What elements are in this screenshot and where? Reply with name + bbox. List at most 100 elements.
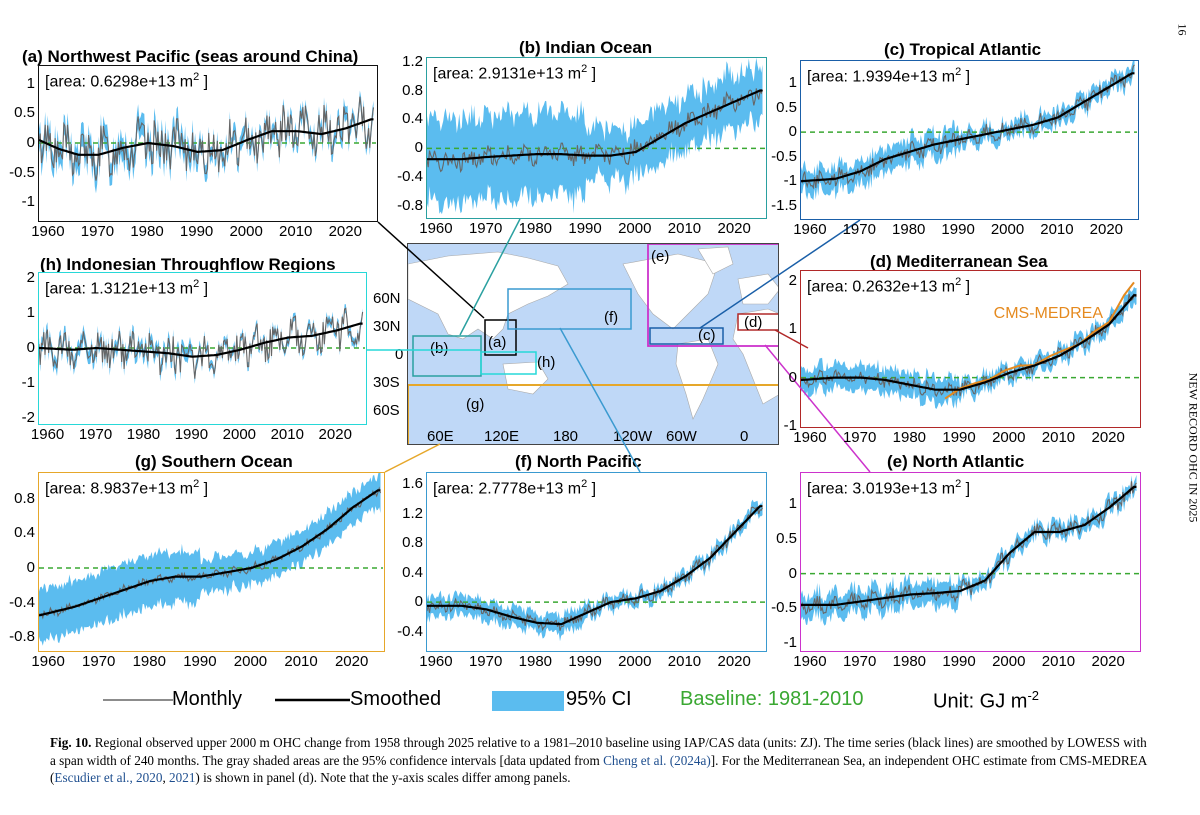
chart-h-ytick: 0 xyxy=(26,339,35,356)
chart-b-ytick: -0.4 xyxy=(397,168,423,186)
chart-h-ytick: 1 xyxy=(26,304,35,322)
chart-b-xtick: 1970 xyxy=(468,220,503,237)
chart-b-ytick: 1.2 xyxy=(402,52,423,70)
chart-c-xtick: 1990 xyxy=(941,221,975,238)
north-america-landmass xyxy=(622,253,719,330)
chart-c-ytick: -1 xyxy=(783,172,797,190)
chart-e-ytick: 1 xyxy=(788,495,797,513)
map-label-a: (a) xyxy=(488,334,507,351)
chart-c-xtick: 1970 xyxy=(842,221,876,238)
chart-h-xtick: 1990 xyxy=(174,426,209,443)
chart-g-xtick: 1990 xyxy=(183,653,217,670)
chart-a-ytick: 1 xyxy=(26,74,35,92)
citation-link[interactable]: Cheng et al. (2024a) xyxy=(603,752,711,768)
chart-d-ytick: -1 xyxy=(783,417,797,434)
map-label-f: (f) xyxy=(604,309,619,326)
map-label-e: (e) xyxy=(651,248,670,265)
chart-e-xtick: 2020 xyxy=(1091,653,1125,670)
panel-a-title: (a) Northwest Pacific (seas around China… xyxy=(22,47,359,66)
map-label-g: (g) xyxy=(466,396,485,413)
chart-a-xtick: 2020 xyxy=(328,223,362,240)
connector-g xyxy=(384,443,441,473)
map-lon-180: 180 xyxy=(553,428,579,445)
chart-a-xtick: 1960 xyxy=(31,223,65,240)
chart-h-xtick: 1970 xyxy=(78,426,113,443)
chart-e-ytick: 0 xyxy=(788,564,797,582)
chart-g-monthly-line xyxy=(39,486,382,620)
chart-b-xtick: 2010 xyxy=(667,220,702,237)
chart-f-xtick: 1980 xyxy=(518,653,553,670)
chart-f-ytick: 0.4 xyxy=(402,563,423,581)
chart-g-ytick: -0.8 xyxy=(9,628,35,646)
chart-f-ci-band xyxy=(427,499,763,642)
map-lat-30s: 30S xyxy=(373,374,400,391)
chart-f-ytick: -0.4 xyxy=(397,622,423,640)
chart-e-xtick: 1980 xyxy=(892,653,927,670)
map-lat-0: 0 xyxy=(395,346,404,363)
map-label-c: (c) xyxy=(698,327,716,344)
legend-baseline-label: Baseline: 1981-2010 xyxy=(680,688,864,710)
chart-b-plot xyxy=(427,58,765,215)
chart-e-smoothed-line xyxy=(801,485,1137,606)
legend-smoothed-swatch xyxy=(275,698,350,702)
chart-g-smoothed-line xyxy=(39,489,381,617)
panel-g-frame: [area: 8.9837e+13 m2 ] xyxy=(38,472,385,652)
chart-c-ytick: 1 xyxy=(788,74,797,92)
citation-link[interactable]: Escudier et al., 2020 xyxy=(54,770,163,785)
map-lon-0: 0 xyxy=(740,428,749,445)
chart-e-ytick: 0.5 xyxy=(776,529,797,547)
panel-f-frame: [area: 2.7778e+13 m2 ] xyxy=(426,472,767,652)
chart-h-xtick: 1980 xyxy=(126,426,161,443)
legend-unit-label: Unit: GJ m-2 xyxy=(933,688,1040,713)
chart-b-area-label: [area: 2.9131e+13 m2 ] xyxy=(433,63,597,83)
chart-b-xtick: 1980 xyxy=(518,220,553,237)
chart-f-area-label: [area: 2.7778e+13 m2 ] xyxy=(433,478,597,498)
chart-f-ytick: 1.2 xyxy=(402,504,423,522)
chart-h-plot xyxy=(39,304,365,384)
chart-c-monthly-line xyxy=(801,64,1135,190)
chart-c-ytick: -0.5 xyxy=(771,147,797,165)
chart-d-xtick: 1990 xyxy=(942,429,976,446)
chart-d-area-label: [area: 0.2632e+13 m2 ] xyxy=(807,276,971,296)
page-number: 16 xyxy=(1175,23,1190,36)
chart-g-xtick: 2010 xyxy=(284,653,318,670)
chart-b-xtick: 1960 xyxy=(419,220,453,237)
map-label-d: (d) xyxy=(744,314,763,331)
chart-f-smoothed-line xyxy=(427,505,763,626)
chart-b-ytick: -0.8 xyxy=(397,197,423,215)
eurasia-landmass xyxy=(408,251,569,340)
map-lon-120e: 120E xyxy=(484,428,520,445)
chart-f-xtick: 1970 xyxy=(468,653,503,670)
chart-d-xtick: 2000 xyxy=(992,429,1026,446)
panel-d-title: (d) Mediterranean Sea xyxy=(870,252,1048,271)
panel-b-frame: [area: 2.9131e+13 m2 ] xyxy=(426,57,767,219)
citation-link[interactable]: 2021 xyxy=(169,770,196,785)
chart-f-ytick: 1.6 xyxy=(402,475,423,493)
panel-c-frame: [area: 1.9394e+13 m2 ] xyxy=(800,60,1139,220)
chart-f-xtick: 2020 xyxy=(717,653,751,670)
chart-a-plot xyxy=(39,90,376,194)
world-map: (a) (b) (c) (d) (e) (f) (g) (h) 60E 120E… xyxy=(407,243,779,445)
chart-d-medrea-line xyxy=(944,281,1135,400)
chart-a-monthly-line xyxy=(39,96,375,181)
chart-b-xtick: 2020 xyxy=(717,220,751,237)
map-lon-120w: 120W xyxy=(613,428,653,445)
chart-d-annotation: CMS-MEDREA xyxy=(993,305,1103,323)
chart-d-xtick: 2010 xyxy=(1041,429,1076,446)
chart-c-ytick: -1.5 xyxy=(771,196,797,214)
chart-c-ytick: 0.5 xyxy=(776,98,797,116)
chart-h-xtick: 2020 xyxy=(318,426,352,443)
map-lat-60n: 60N xyxy=(373,290,401,307)
chart-b-smoothed-line xyxy=(427,89,763,161)
chart-a-area-label: [area: 0.6298e+13 m2 ] xyxy=(45,71,209,91)
chart-e-ytick: -1 xyxy=(783,634,797,652)
chart-g-xtick: 2000 xyxy=(233,653,268,670)
chart-g-xtick: 1960 xyxy=(31,653,65,670)
panel-a-frame: [area: 0.6298e+13 m2 ] xyxy=(38,65,378,222)
chart-c-xtick: 1960 xyxy=(793,221,827,238)
chart-g-xtick: 1980 xyxy=(132,653,166,670)
chart-d-ytick: 2 xyxy=(788,271,797,289)
chart-d-xtick: 2020 xyxy=(1091,429,1125,446)
chart-h-smoothed-line xyxy=(39,322,363,358)
chart-d-xtick: 1980 xyxy=(892,429,927,446)
